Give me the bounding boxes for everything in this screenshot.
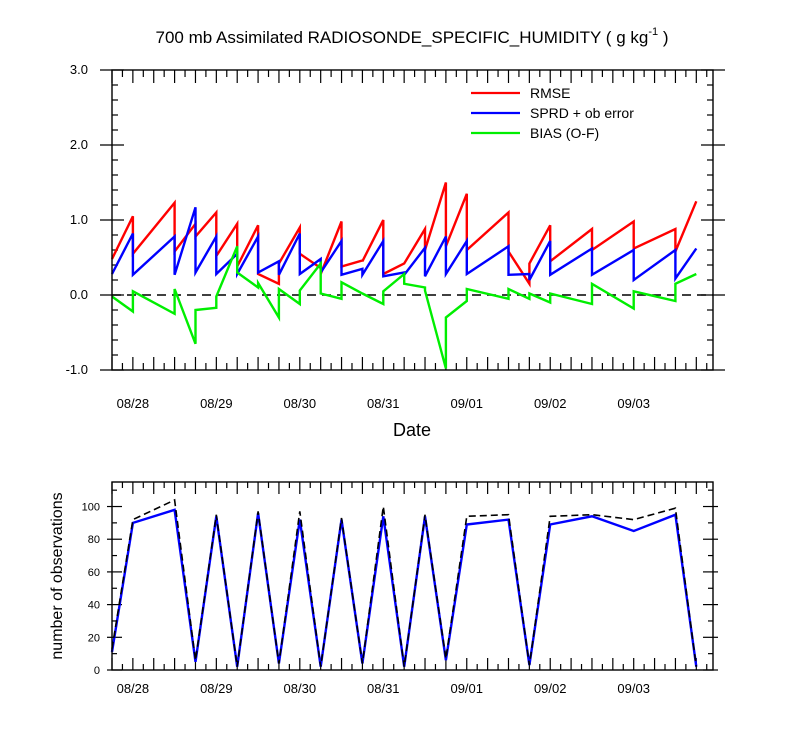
series-line-assimilated bbox=[110, 508, 698, 667]
x-tick-label: 08/30 bbox=[284, 681, 317, 696]
bottom-y-tick-labels: 0 20 40 60 80 100 bbox=[82, 502, 100, 677]
x-tick-label: 09/03 bbox=[617, 681, 650, 696]
y-tick-label: 0.0 bbox=[70, 287, 88, 302]
x-tick-label: 09/02 bbox=[534, 681, 567, 696]
legend-label-bias-o-f: BIAS (O-F) bbox=[530, 125, 599, 141]
y-tick-label: 60 bbox=[88, 567, 100, 579]
y-tick-label: 3.0 bbox=[70, 62, 88, 77]
x-tick-label: 09/03 bbox=[617, 396, 650, 411]
x-tick-label: 08/30 bbox=[284, 396, 317, 411]
x-tick-label: 09/02 bbox=[534, 396, 567, 411]
y-tick-label: 1.0 bbox=[70, 212, 88, 227]
y-tick-label: 80 bbox=[88, 534, 100, 546]
y-tick-label: 2.0 bbox=[70, 137, 88, 152]
series-line-rmse bbox=[110, 182, 698, 288]
top-series-group bbox=[110, 182, 713, 369]
x-axis-title: Date bbox=[393, 420, 431, 440]
x-tick-label: 08/31 bbox=[367, 396, 400, 411]
legend-label-rmse: RMSE bbox=[530, 85, 570, 101]
x-tick-label: 08/29 bbox=[200, 681, 233, 696]
series-line-bias-o-f bbox=[111, 245, 697, 369]
top-y-tick-labels: -1.0 0.0 1.0 2.0 3.0 bbox=[66, 62, 88, 377]
legend: RMSE SPRD + ob error BIAS (O-F) bbox=[471, 85, 634, 141]
bottom-x-tick-labels: 08/28 08/29 08/30 08/31 09/01 09/02 09/03 bbox=[117, 681, 650, 696]
series-line-total bbox=[111, 498, 698, 667]
series-line-sprd-ob-error bbox=[110, 206, 698, 283]
y-tick-label: 100 bbox=[82, 502, 100, 514]
bottom-y-axis-title: number of observations bbox=[49, 492, 66, 659]
bottom-series-group bbox=[110, 498, 698, 667]
top-x-tick-labels: 08/28 08/29 08/30 08/31 09/01 09/02 09/03 bbox=[117, 396, 650, 411]
x-tick-label: 09/01 bbox=[450, 396, 483, 411]
top-plot-panel: RMSE SPRD + ob error BIAS (O-F) -1.0 0.0 1.0… bbox=[66, 62, 725, 440]
bottom-plot-frame bbox=[111, 481, 714, 671]
y-tick-label: 40 bbox=[88, 600, 100, 612]
bottom-plot-panel: 0 20 40 60 80 100 08/28 08/29 08/30 08/31 09/01 09… bbox=[49, 481, 718, 696]
y-tick-label: 0 bbox=[94, 665, 100, 677]
top-axis-ticks bbox=[100, 69, 725, 371]
y-tick-label: -1.0 bbox=[66, 362, 88, 377]
x-tick-label: 08/31 bbox=[367, 681, 400, 696]
y-tick-label: 20 bbox=[88, 632, 100, 644]
x-tick-label: 09/01 bbox=[450, 681, 483, 696]
legend-label-sprd-ob-error: SPRD + ob error bbox=[530, 105, 634, 121]
x-tick-label: 08/28 bbox=[117, 396, 150, 411]
chart-title: 700 mb Assimilated RADIOSONDE_SPECIFIC_H… bbox=[156, 26, 669, 47]
x-tick-label: 08/29 bbox=[200, 396, 233, 411]
x-tick-label: 08/28 bbox=[117, 681, 150, 696]
top-plot-frame bbox=[111, 69, 714, 371]
